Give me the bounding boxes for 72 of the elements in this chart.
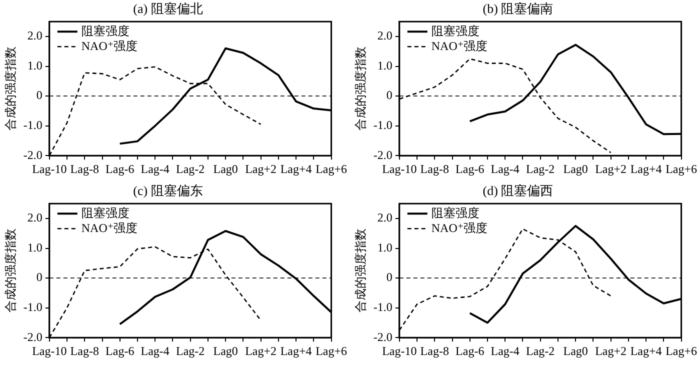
y-tick-label: 2.0 bbox=[27, 28, 42, 43]
y-axis-title: 合成的强度指数 bbox=[353, 228, 368, 313]
x-tick-label: Lag-2 bbox=[176, 344, 205, 358]
x-tick-label: Lag+4 bbox=[280, 344, 312, 358]
chart-title: (d) 阻塞偏西 bbox=[482, 183, 554, 198]
x-tick-label: Lag-6 bbox=[456, 162, 484, 176]
y-tick-label: 0 bbox=[36, 88, 42, 102]
chart-title: (a) 阻塞偏北 bbox=[133, 1, 203, 16]
x-tick-label: Lag-6 bbox=[456, 344, 484, 358]
y-tick-label: -1.0 bbox=[23, 300, 42, 314]
legend-label: NAO⁺强度 bbox=[81, 38, 138, 53]
x-tick-label: Lag-10 bbox=[32, 162, 67, 176]
x-tick-label: Lag0 bbox=[213, 162, 238, 176]
chart-title: (b) 阻塞偏南 bbox=[482, 1, 554, 16]
x-tick-label: Lag0 bbox=[563, 344, 588, 358]
y-tick-label: 2.0 bbox=[377, 28, 392, 43]
y-tick-label: -1.0 bbox=[23, 118, 42, 132]
x-tick-label: Lag+2 bbox=[595, 344, 627, 358]
y-tick-label: -2.0 bbox=[23, 330, 42, 344]
x-tick-label: Lag-10 bbox=[32, 344, 67, 358]
x-tick-label: Lag-4 bbox=[140, 162, 170, 176]
y-axis-title: 合成的强度指数 bbox=[3, 46, 18, 131]
y-axis-title: 合成的强度指数 bbox=[353, 46, 368, 131]
legend-label: 阻塞强度 bbox=[81, 206, 130, 220]
x-tick-label: Lag+6 bbox=[316, 344, 348, 358]
x-tick-label: Lag+6 bbox=[666, 162, 698, 176]
y-tick-label: 2.0 bbox=[377, 210, 392, 225]
y-tick-label: -2.0 bbox=[373, 148, 392, 162]
x-tick-label: Lag-8 bbox=[420, 162, 449, 176]
y-tick-label: 0 bbox=[386, 88, 392, 102]
x-tick-label: Lag-2 bbox=[526, 344, 555, 358]
y-tick-label: 1.0 bbox=[377, 240, 392, 254]
legend-label: 阻塞强度 bbox=[431, 206, 480, 220]
x-tick-label: Lag-4 bbox=[490, 162, 520, 176]
y-tick-label: 0 bbox=[36, 270, 42, 284]
y-tick-label: -1.0 bbox=[373, 118, 392, 132]
x-tick-label: Lag0 bbox=[213, 344, 238, 358]
x-tick-label: Lag-8 bbox=[70, 162, 99, 176]
y-tick-label: -2.0 bbox=[373, 330, 392, 344]
x-tick-label: Lag-2 bbox=[526, 162, 555, 176]
x-tick-label: Lag-6 bbox=[106, 162, 134, 176]
x-tick-label: Lag-6 bbox=[106, 344, 134, 358]
y-tick-label: 0 bbox=[386, 270, 392, 284]
x-tick-label: Lag-10 bbox=[382, 162, 417, 176]
x-tick-label: Lag0 bbox=[563, 162, 588, 176]
x-tick-label: Lag+4 bbox=[630, 162, 662, 176]
y-tick-label: -1.0 bbox=[373, 300, 392, 314]
x-tick-label: Lag-4 bbox=[140, 344, 170, 358]
x-tick-label: Lag-2 bbox=[176, 162, 205, 176]
legend-label: NAO⁺强度 bbox=[81, 220, 138, 235]
legend-label: NAO⁺强度 bbox=[431, 220, 488, 235]
legend-label: 阻塞强度 bbox=[431, 24, 480, 38]
x-tick-label: Lag+6 bbox=[666, 344, 698, 358]
x-tick-label: Lag+2 bbox=[245, 162, 277, 176]
y-axis-title: 合成的强度指数 bbox=[3, 228, 18, 313]
x-tick-label: Lag+2 bbox=[245, 344, 277, 358]
x-tick-label: Lag-10 bbox=[382, 344, 417, 358]
x-tick-label: Lag+4 bbox=[280, 162, 312, 176]
x-tick-label: Lag-8 bbox=[420, 344, 449, 358]
x-tick-label: Lag+4 bbox=[630, 344, 662, 358]
chart-title: (c) 阻塞偏东 bbox=[133, 183, 203, 198]
y-tick-label: 2.0 bbox=[27, 210, 42, 225]
x-tick-label: Lag-4 bbox=[490, 344, 520, 358]
legend-label: NAO⁺强度 bbox=[431, 38, 488, 53]
x-tick-label: Lag+6 bbox=[316, 162, 348, 176]
legend-label: 阻塞强度 bbox=[81, 24, 130, 38]
x-tick-label: Lag-8 bbox=[70, 344, 99, 358]
y-tick-label: 1.0 bbox=[377, 58, 392, 72]
y-tick-label: 1.0 bbox=[27, 240, 42, 254]
y-tick-label: 1.0 bbox=[27, 58, 42, 72]
x-tick-label: Lag+2 bbox=[595, 162, 627, 176]
y-tick-label: -2.0 bbox=[23, 148, 42, 162]
